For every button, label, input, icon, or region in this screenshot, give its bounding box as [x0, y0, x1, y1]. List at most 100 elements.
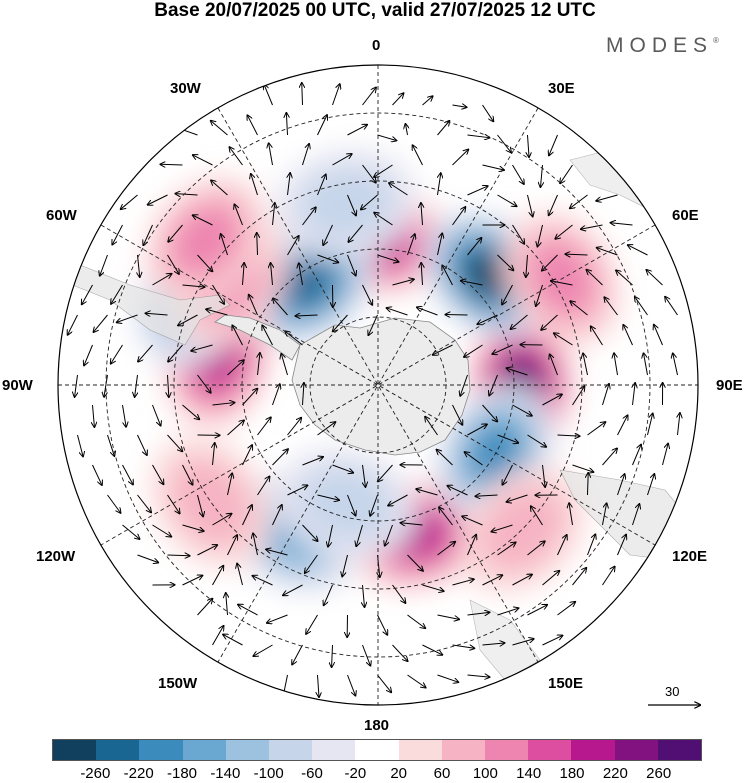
wind-arrow	[299, 263, 303, 286]
wind-arrow	[137, 554, 159, 563]
wind-arrow	[137, 494, 152, 512]
label-60e: 60E	[672, 207, 699, 224]
colorbar-swatch-1	[96, 740, 140, 760]
colorbar-tick: -100	[253, 765, 284, 782]
wind-arrow	[512, 404, 532, 416]
wind-arrow	[588, 473, 589, 496]
colorbar-swatch-2	[139, 740, 183, 760]
wind-arrow	[407, 554, 423, 571]
colorbar-swatch-12	[571, 740, 615, 760]
wind-arrow	[318, 674, 319, 697]
wind-arrow	[492, 524, 513, 532]
wind-arrow	[583, 353, 588, 376]
wind-arrow	[93, 404, 95, 427]
wind-arrow	[416, 489, 438, 496]
wind-arrow	[497, 542, 516, 556]
wind-arrow	[242, 389, 258, 406]
wind-arrow	[543, 464, 546, 487]
wind-arrow	[482, 104, 494, 121]
colorbar-tick: 220	[602, 765, 628, 782]
wind-arrow	[602, 448, 618, 466]
wind-arrow	[439, 508, 453, 526]
brand-mark: ®	[713, 36, 719, 45]
wind-arrow	[258, 353, 260, 376]
wind-arrow	[182, 464, 193, 485]
wind-arrow	[107, 434, 115, 456]
wind-arrow	[604, 297, 618, 316]
wind-arrow	[288, 173, 291, 196]
wind-arrow	[542, 636, 563, 646]
wind-arrow	[242, 445, 253, 466]
anomaly-far-nw-positive	[173, 206, 239, 275]
wind-arrow	[392, 279, 414, 286]
colorbar-swatch-14	[657, 740, 702, 760]
modes-logo: MODES®	[606, 34, 719, 58]
wind-arrow	[566, 254, 588, 255]
wind-arrow	[497, 608, 519, 616]
wind-arrow	[227, 473, 233, 496]
colorbar-swatch-7	[355, 740, 399, 760]
wind-arrow	[302, 207, 316, 226]
wind-arrow	[673, 354, 678, 376]
anomaly-se-positive-2	[479, 486, 566, 573]
wind-arrow	[242, 505, 252, 526]
wind-arrow	[542, 571, 560, 586]
wind-arrow	[287, 418, 302, 436]
wind-arrow	[377, 674, 392, 692]
wind-arrow	[193, 155, 213, 166]
wind-arrow	[437, 173, 441, 196]
wind-arrow	[121, 194, 138, 209]
wind-arrow	[234, 205, 243, 226]
wind-arrow	[182, 404, 200, 419]
wind-arrow	[347, 125, 367, 136]
wind-arrow	[581, 224, 603, 229]
wind-arrow	[332, 644, 333, 667]
wind-arrow	[614, 353, 618, 376]
wind-arrow	[452, 404, 463, 425]
wind-arrow	[389, 183, 408, 196]
wind-arrow	[569, 503, 573, 526]
wind-arrow	[378, 464, 393, 481]
wind-arrow	[211, 121, 228, 136]
wind-arrow	[317, 422, 336, 436]
wind-arrow	[572, 568, 587, 586]
wind-arrow	[197, 545, 218, 556]
wind-arrow	[230, 147, 243, 166]
wind-arrow	[68, 314, 78, 335]
reference-vector-value: 30	[665, 684, 680, 699]
wind-arrow	[587, 270, 603, 286]
wind-arrow	[167, 254, 179, 274]
wind-arrow	[549, 134, 558, 155]
anomaly-nw-negative	[284, 263, 331, 306]
wind-arrow	[272, 505, 282, 526]
wind-arrow	[84, 344, 93, 365]
wind-arrow	[302, 457, 323, 466]
label-0: 0	[372, 37, 381, 54]
wind-arrow	[452, 105, 467, 107]
wind-arrow	[633, 383, 636, 406]
wind-arrow	[497, 194, 517, 206]
wind-arrow	[332, 84, 340, 106]
wind-arrow	[135, 374, 138, 397]
wind-arrow	[197, 254, 213, 271]
wind-arrow	[392, 93, 404, 106]
wind-arrow	[407, 614, 426, 628]
wind-arrow	[647, 474, 655, 496]
wind-arrow	[452, 150, 469, 166]
wind-arrow	[550, 354, 558, 376]
wind-arrow	[591, 326, 603, 346]
wind-arrow	[94, 314, 108, 332]
wind-arrow	[422, 96, 433, 106]
wind-arrow	[467, 675, 490, 677]
wind-arrow	[273, 203, 275, 226]
wind-arrow	[247, 115, 258, 136]
wind-arrow	[212, 284, 225, 304]
graticule	[58, 65, 698, 705]
wind-arrow	[285, 331, 303, 346]
wind-vectors	[68, 83, 680, 697]
wind-arrow	[362, 88, 376, 106]
colorbar-swatch-3	[182, 740, 226, 760]
wind-arrow	[273, 298, 288, 316]
wind-arrow	[306, 614, 318, 634]
colorbar-tick: -260	[80, 765, 111, 782]
